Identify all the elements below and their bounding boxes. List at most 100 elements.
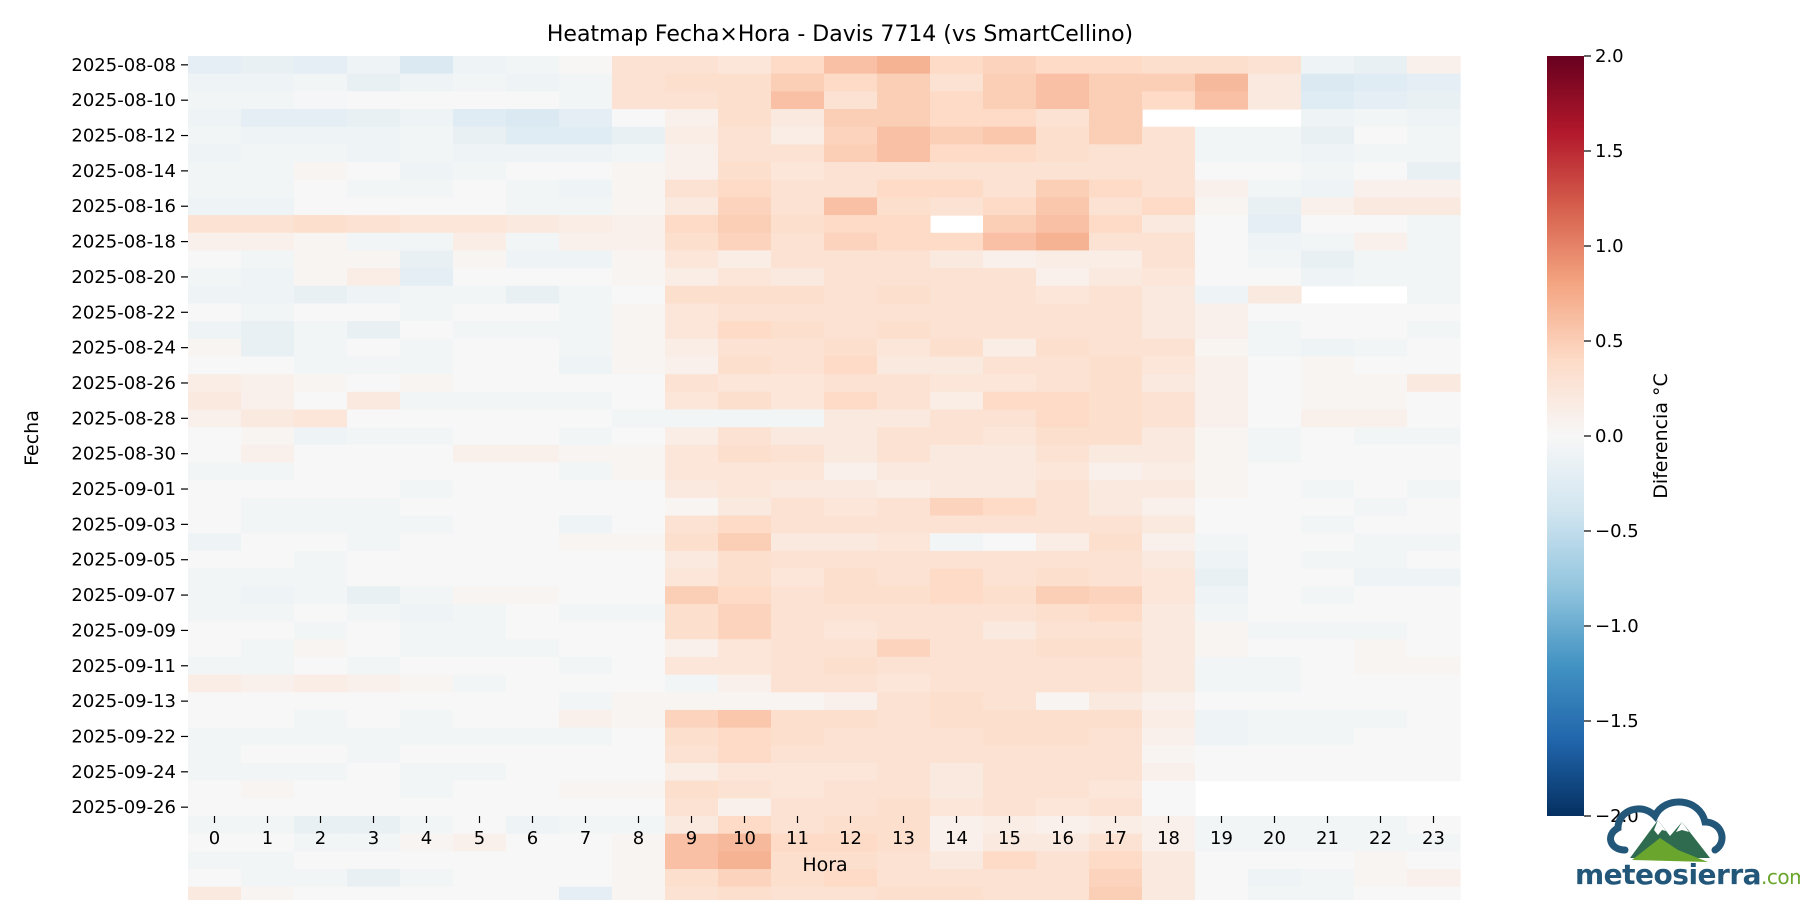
heatmap-cell	[1301, 179, 1355, 198]
heatmap-cell	[453, 586, 507, 605]
heatmap-cell	[665, 851, 719, 870]
heatmap-cell	[1248, 709, 1302, 729]
heatmap-cell	[453, 550, 507, 570]
heatmap-cell	[824, 109, 878, 128]
heatmap-cell	[1036, 886, 1090, 900]
heatmap-cell	[665, 568, 719, 587]
heatmap-cell	[1142, 427, 1196, 446]
heatmap-cell	[612, 126, 666, 145]
watermark-text: meteosierra.com	[1575, 858, 1800, 891]
heatmap-cell	[1407, 462, 1461, 481]
heatmap-cell	[1301, 391, 1355, 411]
heatmap-cell	[877, 232, 931, 252]
heatmap-cell	[188, 621, 242, 640]
heatmap-cell	[241, 356, 295, 375]
heatmap-cell	[718, 603, 772, 623]
heatmap-cell	[930, 91, 984, 110]
heatmap-cell	[1195, 179, 1249, 198]
heatmap-cell	[347, 462, 401, 481]
heatmap-cell	[453, 798, 507, 817]
heatmap-cell	[824, 515, 878, 534]
heatmap-cell	[1195, 444, 1249, 464]
heatmap-cell	[930, 639, 984, 658]
heatmap-cell	[718, 550, 772, 570]
heatmap-cell	[559, 303, 613, 322]
heatmap-cell	[1301, 444, 1355, 464]
heatmap-cell	[559, 215, 613, 234]
heatmap-cell	[1195, 621, 1249, 640]
heatmap-cell	[1407, 250, 1461, 269]
heatmap-cell	[1142, 497, 1196, 517]
heatmap-cell	[771, 816, 825, 835]
heatmap-cell	[612, 144, 666, 163]
heatmap-cell	[188, 851, 242, 870]
heatmap-cell	[347, 762, 401, 782]
heatmap-cell	[188, 91, 242, 110]
heatmap-cell	[612, 851, 666, 870]
heatmap-cell	[824, 179, 878, 198]
heatmap-cell	[1142, 674, 1196, 693]
heatmap-cell	[1142, 709, 1196, 729]
heatmap-cell	[241, 232, 295, 252]
heatmap-cell	[1354, 692, 1408, 711]
heatmap-cell	[1407, 144, 1461, 163]
heatmap-cell	[1036, 674, 1090, 693]
heatmap-cell	[1248, 639, 1302, 658]
heatmap-cell	[1301, 162, 1355, 181]
heatmap-cell	[930, 126, 984, 145]
heatmap-cell	[1248, 126, 1302, 145]
heatmap-cell	[1089, 215, 1143, 234]
heatmap-cell	[665, 833, 719, 852]
heatmap-cell	[188, 56, 242, 75]
heatmap-cell	[1089, 533, 1143, 552]
colorbar-tick-label: 0.5	[1595, 331, 1624, 352]
heatmap-cell	[1248, 409, 1302, 428]
heatmap-cell	[1301, 745, 1355, 764]
heatmap-cell	[1354, 303, 1408, 322]
heatmap-cell	[983, 780, 1037, 799]
heatmap-cell	[983, 91, 1037, 110]
heatmap-cell	[983, 550, 1037, 570]
heatmap-cell	[1089, 303, 1143, 322]
heatmap-cell	[241, 639, 295, 658]
heatmap-cell	[400, 444, 454, 464]
heatmap-cell	[453, 126, 507, 145]
heatmap-cell	[877, 303, 931, 322]
heatmap-cell	[1248, 162, 1302, 181]
heatmap-cell	[559, 285, 613, 305]
y-tick-label: 2025-09-09	[71, 620, 176, 641]
heatmap-cell	[188, 656, 242, 676]
heatmap-cell	[400, 144, 454, 163]
heatmap-cell	[241, 621, 295, 640]
heatmap-cell	[400, 780, 454, 799]
heatmap-cell	[665, 816, 719, 835]
heatmap-cell	[771, 603, 825, 623]
y-tick-label: 2025-09-24	[71, 762, 176, 783]
heatmap-cell	[400, 568, 454, 587]
heatmap-cell	[718, 162, 772, 181]
heatmap-cell	[665, 639, 719, 658]
heatmap-cell	[1036, 215, 1090, 234]
heatmap-cell	[718, 780, 772, 799]
heatmap-cell	[1248, 656, 1302, 676]
heatmap-cell	[718, 250, 772, 269]
heatmap-cell	[771, 480, 825, 499]
heatmap-cell	[453, 869, 507, 888]
heatmap-cell	[1036, 621, 1090, 640]
heatmap-cell	[1089, 179, 1143, 198]
heatmap-cell	[1142, 144, 1196, 163]
heatmap-cell	[612, 268, 666, 287]
heatmap-cell	[1301, 550, 1355, 570]
heatmap-cell	[1407, 515, 1461, 534]
heatmap-cell	[1407, 427, 1461, 446]
heatmap-cell	[718, 91, 772, 110]
heatmap-cell	[983, 851, 1037, 870]
heatmap-cell	[241, 480, 295, 499]
heatmap-cell	[718, 391, 772, 411]
heatmap-cell	[453, 179, 507, 198]
x-tick-label: 18	[1157, 828, 1180, 849]
heatmap-cell	[188, 462, 242, 481]
y-tick-label: 2025-08-28	[71, 408, 176, 429]
heatmap-cell	[930, 144, 984, 163]
heatmap-cell	[241, 656, 295, 676]
